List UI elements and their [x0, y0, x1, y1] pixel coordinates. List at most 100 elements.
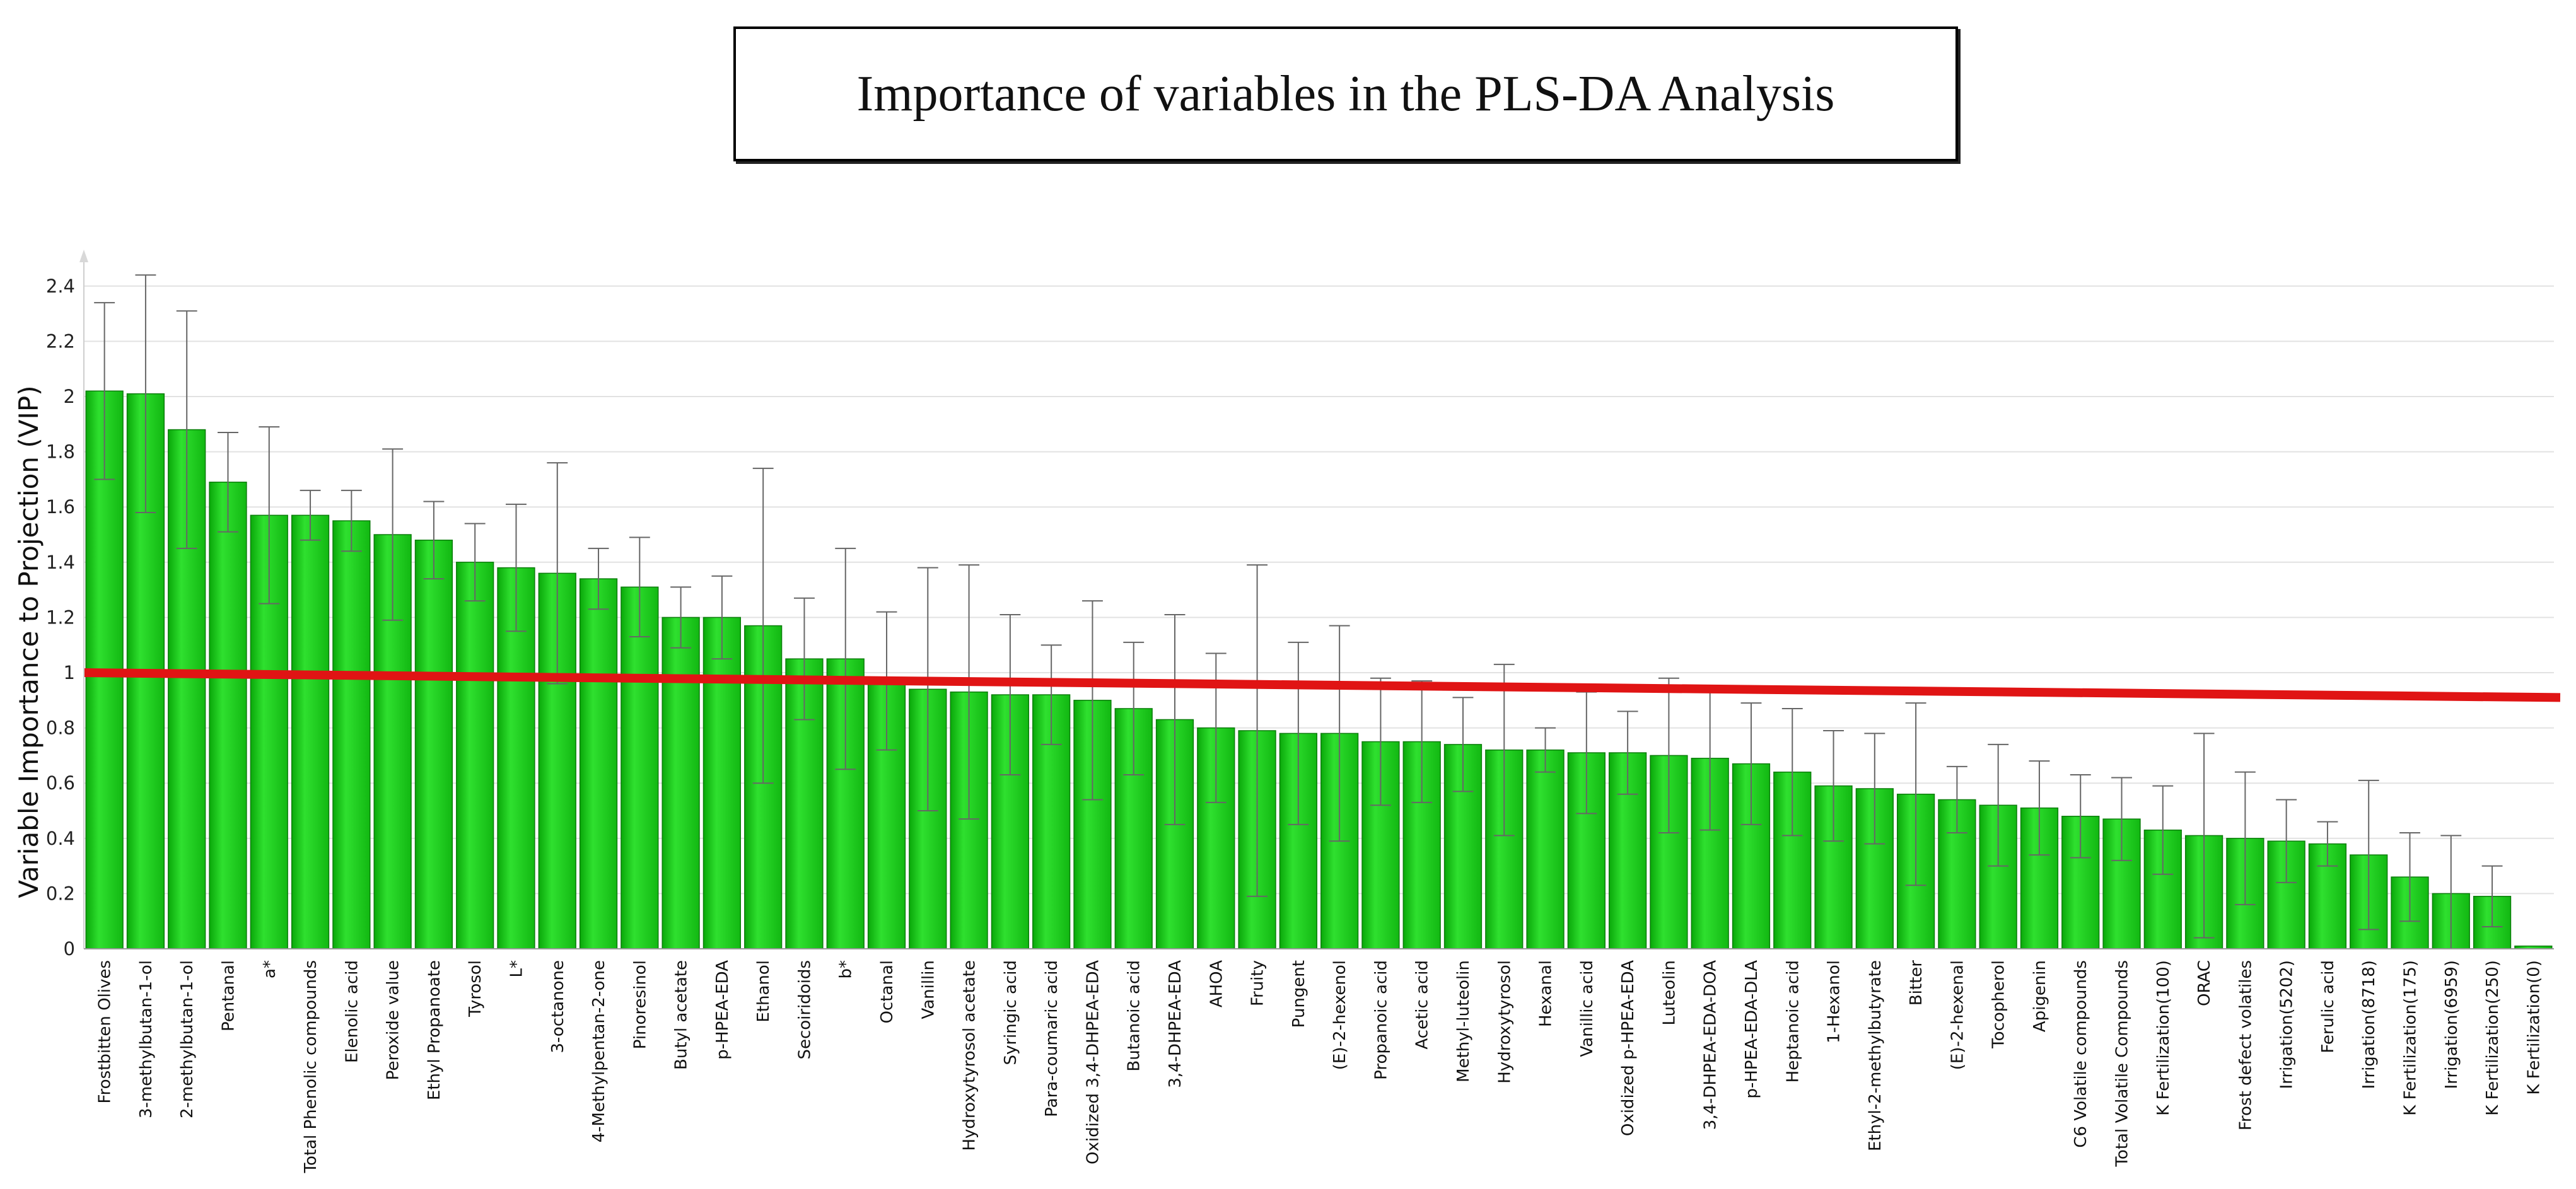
- bar: [621, 586, 659, 949]
- y-tick-label: 2.2: [46, 330, 75, 352]
- error-bar: [1329, 625, 1350, 842]
- category-label: Oxidized p-HPEA-EDA: [1619, 960, 1638, 1136]
- bar: [291, 514, 330, 949]
- category-label: C6 Volatile compounds: [2072, 960, 2090, 1148]
- category-label: Acetic acid: [1413, 960, 1432, 1050]
- error-bar: [629, 536, 650, 638]
- bar: [209, 482, 247, 949]
- error-bar: [1658, 677, 1679, 834]
- category-label: b*: [837, 960, 856, 979]
- error-bar: [1000, 614, 1021, 776]
- error-bar: [423, 501, 445, 580]
- error-bar: [176, 310, 197, 549]
- error-bar: [300, 489, 321, 541]
- bars: [85, 390, 2553, 949]
- error-bar: [2358, 779, 2379, 931]
- category-label: Hydroxytyrosol acetate: [960, 960, 979, 1151]
- bar: [1526, 749, 1565, 949]
- error-bar: [752, 467, 774, 784]
- category-label: Syringic acid: [1001, 960, 1020, 1065]
- error-bar: [1123, 641, 1145, 776]
- y-tick-label: 0.6: [46, 772, 75, 794]
- error-bar: [917, 567, 938, 811]
- y-tick-label: 1.8: [46, 441, 75, 463]
- y-tick-label: 1.6: [46, 496, 75, 518]
- category-label: Hexanal: [1537, 960, 1556, 1027]
- category-label: K Fertilization(175): [2401, 960, 2420, 1116]
- y-tick-label: 1.4: [46, 552, 75, 573]
- y-axis-title: Variable Importance to Projection (VIP): [13, 385, 44, 898]
- threshold-line: [83, 668, 2561, 702]
- y-tick-label: 2.4: [46, 276, 75, 297]
- category-label: Frostbitten Olives: [96, 960, 115, 1104]
- error-bar: [506, 503, 527, 632]
- error-bar: [2111, 777, 2132, 861]
- error-bar: [1864, 733, 1885, 845]
- category-label: Butyl acetate: [672, 960, 691, 1070]
- category-label: (E)-2-hexenol: [1331, 960, 1349, 1070]
- error-bar: [1493, 663, 1515, 837]
- category-label: Irrigation(6959): [2442, 960, 2461, 1089]
- category-label: Total Volatile Compounds: [2113, 960, 2132, 1168]
- y-tick-label: 0: [64, 938, 75, 960]
- category-label: Methyl-luteolin: [1454, 960, 1473, 1082]
- error-bar: [1946, 765, 1967, 834]
- category-label: K Fertilization(0): [2524, 960, 2543, 1095]
- axes: 0 0.2 0.4 0.6 0.8 1 1.2 1.4 1.6 1.8 2 2.2 2.4 Frostbi…: [46, 250, 2554, 1173]
- y-tick-label: 1: [64, 662, 75, 683]
- error-bar: [1905, 702, 1926, 886]
- error-bar: [1164, 614, 1186, 825]
- error-bar: [588, 547, 609, 610]
- category-label: Luteolin: [1660, 960, 1679, 1026]
- category-label: 4-Methylpentan-2-one: [590, 960, 609, 1142]
- category-label: Ferulic acid: [2319, 960, 2338, 1053]
- y-tick-label: 0.2: [46, 883, 75, 904]
- y-tick-label: 2: [64, 386, 75, 407]
- bar: [332, 520, 371, 949]
- error-bar: [2234, 771, 2256, 905]
- category-label: Oxidized 3,4-DHPEA-EDA: [1083, 960, 1102, 1164]
- bar: [702, 617, 742, 949]
- y-tick-label: 1.2: [46, 606, 75, 628]
- category-label: ORAC: [2195, 960, 2214, 1006]
- error-bar: [1081, 600, 1103, 801]
- bar: [579, 578, 618, 949]
- category-label: Fruity: [1249, 960, 1268, 1006]
- bar: [414, 540, 453, 949]
- category-label: Irrigation(8718): [2360, 960, 2379, 1089]
- chart-title: Importance of variables in the PLS-DA An…: [856, 66, 1835, 122]
- chart-title-box: Importance of variables in the PLS-DA An…: [733, 26, 1958, 161]
- error-bar: [94, 302, 115, 480]
- category-label: 3,4-DHPEA-EDA-DOA: [1701, 960, 1720, 1130]
- bar: [456, 562, 494, 949]
- error-bar: [959, 564, 980, 820]
- category-label: 3,4-DHPEA-EDA: [1166, 960, 1185, 1088]
- threshold-line-group: [83, 668, 2561, 702]
- category-label: Tyrosol: [466, 960, 485, 1018]
- category-label: Frost defect volatiles: [2236, 960, 2255, 1130]
- error-bar: [382, 448, 404, 621]
- category-label: Hydroxytyrosol: [1495, 960, 1514, 1084]
- category-label: (E)-2-hexenal: [1948, 960, 1967, 1070]
- category-label: Para-coumaric acid: [1042, 960, 1061, 1117]
- category-label: Irrigation(5202): [2278, 960, 2297, 1089]
- category-label: K Fertilization(250): [2483, 960, 2502, 1116]
- y-tick-label: 0.8: [46, 717, 75, 739]
- error-bar: [547, 462, 568, 685]
- error-bar: [135, 274, 156, 513]
- category-label: Peroxide value: [384, 960, 403, 1080]
- error-bar: [1370, 677, 1391, 806]
- category-label: p-HPEA-EDA: [713, 960, 732, 1060]
- category-label: Octanal: [878, 960, 897, 1024]
- error-bar: [2276, 799, 2297, 883]
- category-label: 3-octanone: [549, 960, 568, 1053]
- bar: [1814, 785, 1853, 949]
- error-bar: [1617, 710, 1638, 795]
- error-bar: [1452, 697, 1474, 792]
- error-bar: [1740, 702, 1762, 825]
- category-label: Pungent: [1290, 960, 1308, 1028]
- bar: [2061, 816, 2100, 949]
- error-bar: [1288, 641, 1309, 825]
- error-bar: [1823, 729, 1844, 842]
